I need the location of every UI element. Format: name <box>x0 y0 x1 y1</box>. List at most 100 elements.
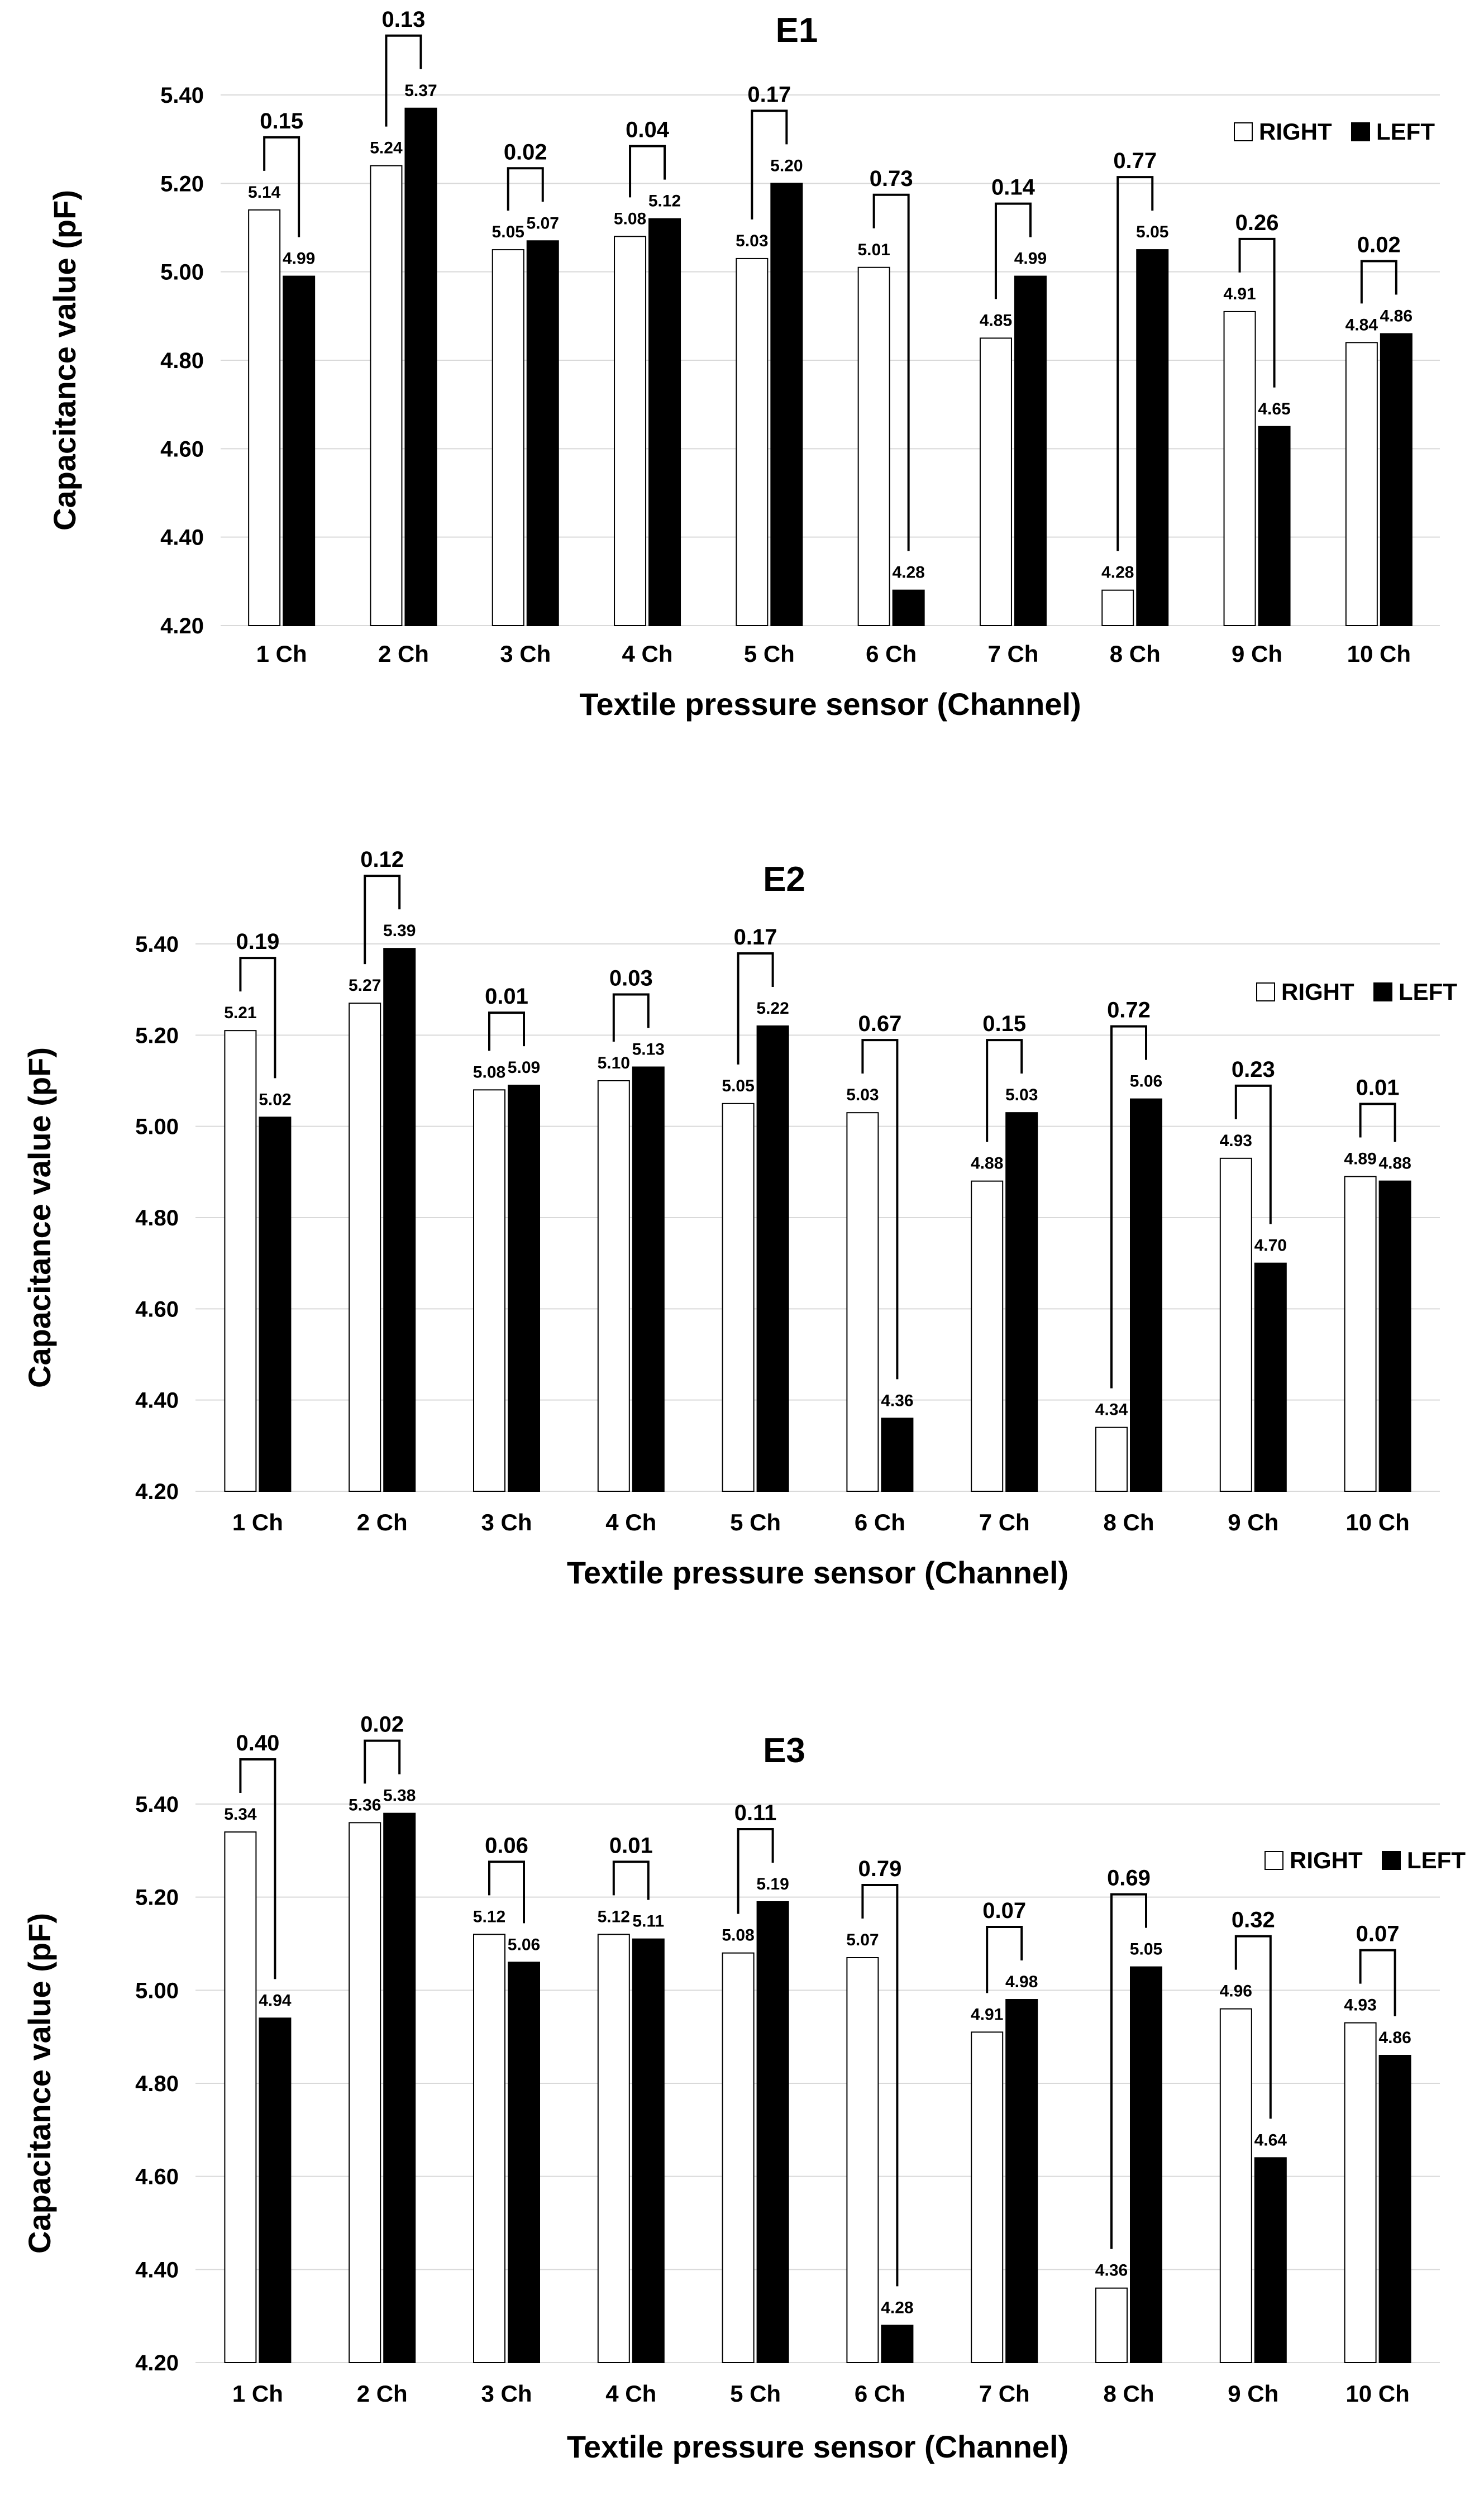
y-tick-label: 5.00 <box>135 1978 179 2003</box>
legend-swatch-right <box>1264 1851 1283 1870</box>
legend-label-right: RIGHT <box>1259 118 1332 145</box>
difference-label: 0.67 <box>858 1011 901 1036</box>
y-tick-label: 4.40 <box>160 526 204 550</box>
left-value-label: 5.07 <box>527 214 559 232</box>
difference-label: 0.32 <box>1232 1908 1275 1933</box>
left-value-label: 5.22 <box>756 999 789 1018</box>
left-value-label: 5.11 <box>632 1912 664 1931</box>
y-tick-label: 4.20 <box>135 2351 179 2375</box>
legend-label-right: RIGHT <box>1290 1847 1363 1873</box>
x-tick-label: 5 Ch <box>730 1509 781 1535</box>
x-axis-label: Textile pressure sensor (Channel) <box>579 686 1081 722</box>
bar-right <box>722 1103 755 1492</box>
right-value-label: 4.34 <box>1095 1401 1128 1419</box>
legend-swatch-left <box>1373 982 1392 1001</box>
y-axis-label: Capacitance value (pF) <box>47 190 82 531</box>
difference-label: 0.04 <box>626 118 670 142</box>
chart-title: E2 <box>763 860 805 899</box>
x-tick-label: 5 Ch <box>744 641 795 667</box>
difference-label: 0.01 <box>609 1833 653 1858</box>
difference-bracket <box>994 202 1032 299</box>
left-value-label: 4.99 <box>1014 250 1047 268</box>
difference-bracket <box>861 1884 899 2287</box>
difference-bracket <box>1238 237 1276 388</box>
difference-label: 0.17 <box>747 82 791 107</box>
y-tick-label: 5.40 <box>135 1792 179 1817</box>
x-tick-label: 7 Ch <box>979 2380 1030 2407</box>
right-value-label: 4.89 <box>1344 1150 1376 1168</box>
legend-label-left: LEFT <box>1407 1847 1466 1873</box>
left-value-label: 5.06 <box>1130 1072 1162 1091</box>
difference-label: 0.15 <box>260 109 303 133</box>
bar-right <box>1095 2287 1128 2363</box>
x-tick-label: 2 Ch <box>357 2380 408 2407</box>
bar-right <box>349 1003 381 1492</box>
difference-bracket <box>612 1860 650 1900</box>
right-value-label: 5.08 <box>473 1063 505 1081</box>
bar-left <box>632 1066 665 1492</box>
bar-right <box>473 1934 505 2364</box>
difference-bracket <box>629 145 666 198</box>
right-value-label: 5.14 <box>248 183 281 202</box>
right-value-label: 4.96 <box>1220 1982 1252 2001</box>
bar-right <box>492 249 524 627</box>
chart-e2: E2 4.20 4.40 4.60 4.80 5.00 5.20 5.40 5.21 5.02 0.… <box>22 849 1457 1590</box>
right-value-label: 4.93 <box>1220 1132 1252 1150</box>
bar-left <box>404 107 437 626</box>
y-tick-label: 5.20 <box>135 1886 179 1910</box>
bar-right <box>1219 1157 1252 1492</box>
x-tick-label: 1 Ch <box>232 1509 283 1535</box>
difference-label: 0.06 <box>485 1833 528 1858</box>
left-value-label: 4.65 <box>1258 400 1290 418</box>
bar-left <box>881 1418 914 1492</box>
right-value-label: 5.12 <box>598 1907 630 1926</box>
bar-left <box>881 2325 914 2364</box>
left-value-label: 4.64 <box>1254 2131 1287 2149</box>
right-value-label: 5.24 <box>370 139 403 158</box>
bar-left <box>892 589 925 626</box>
bar-right <box>971 2031 1004 2363</box>
difference-bracket <box>861 1039 899 1380</box>
x-tick-label: 8 Ch <box>1110 641 1161 667</box>
difference-label: 0.72 <box>1107 998 1151 1023</box>
x-tick-label: 1 Ch <box>256 641 307 667</box>
difference-label: 0.12 <box>360 849 404 872</box>
left-value-label: 4.98 <box>1005 1973 1038 1991</box>
difference-label: 0.79 <box>858 1857 901 1881</box>
difference-bracket <box>1359 1103 1396 1142</box>
legend: RIGHT LEFT <box>1256 979 1457 1005</box>
left-value-label: 4.28 <box>881 2298 913 2317</box>
left-value-label: 4.99 <box>283 250 315 268</box>
y-axis-label: Capacitance value (pF) <box>22 1913 57 2254</box>
bar-left <box>1254 2157 1287 2363</box>
bar-right <box>597 1934 630 2364</box>
right-value-label: 4.84 <box>1345 316 1378 334</box>
y-tick-label: 5.20 <box>135 1023 179 1048</box>
bar-left <box>526 240 559 626</box>
x-tick-label: 2 Ch <box>357 1509 408 1535</box>
difference-label: 0.02 <box>1357 233 1401 257</box>
bar-right <box>736 257 769 626</box>
difference-bracket <box>1360 260 1397 304</box>
difference-label: 0.26 <box>1235 211 1279 235</box>
x-tick-label: 4 Ch <box>605 2380 656 2407</box>
legend-label-left: LEFT <box>1376 118 1435 145</box>
bar-right <box>370 165 403 626</box>
legend-label-right: RIGHT <box>1281 979 1354 1005</box>
y-tick-label: 4.60 <box>135 1297 179 1321</box>
left-value-label: 4.94 <box>259 1991 292 2010</box>
right-value-label: 5.08 <box>614 209 646 228</box>
left-value-label: 5.38 <box>383 1787 416 1805</box>
difference-bracket <box>507 167 544 211</box>
bar-right <box>1223 311 1256 626</box>
left-value-label: 5.39 <box>383 922 416 940</box>
difference-bracket <box>1110 1025 1147 1389</box>
bar-left <box>1005 1999 1038 2363</box>
bar-right <box>614 236 647 627</box>
right-value-label: 4.36 <box>1095 2261 1128 2280</box>
chart-title: E1 <box>776 11 818 50</box>
difference-bracket <box>737 1828 774 1914</box>
difference-bracket <box>263 136 300 237</box>
x-tick-label: 10 Ch <box>1347 641 1411 667</box>
difference-bracket <box>751 109 788 220</box>
